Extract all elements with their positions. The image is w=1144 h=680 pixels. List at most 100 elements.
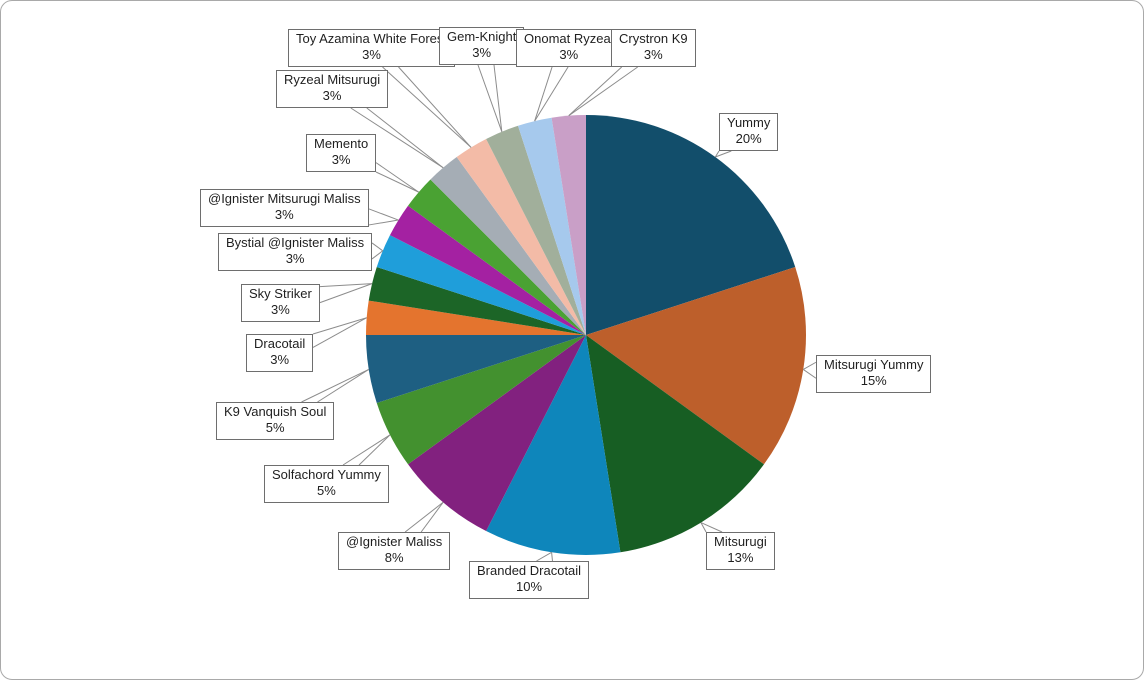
callout-leader-line: [803, 361, 817, 370]
pie-callout-solfachord-yummy: Solfachord Yummy 5%: [264, 465, 389, 503]
pie-callout-k9-vanquish-soul: K9 Vanquish Soul 5%: [216, 402, 335, 440]
pie-label-pct: 10%: [516, 579, 543, 594]
pie-callout-branded-dracotail: Branded Dracotail 10%: [469, 561, 590, 599]
pie-callout-onomat-ryzeal: Onomat Ryzeal 3%: [516, 29, 622, 67]
pie-label-name: Memento: [314, 136, 369, 151]
callout-leader-line: [342, 434, 391, 466]
pie-label-name: @Ignister Mitsurugi Maliss: [208, 191, 361, 206]
pie-slice-bystial-ignister-maliss: [376, 235, 586, 335]
callout-leader-line: [534, 66, 569, 122]
pie-label-name: Crystron K9: [619, 31, 688, 46]
pie-callout-toy-azamina-white-forest: Toy Azamina White Forest 3%: [288, 29, 455, 67]
pie-label-pct: 3%: [362, 47, 381, 62]
pie-label-pct: 20%: [735, 131, 762, 146]
pie-callout-mitsurugi: Mitsurugi 13%: [706, 532, 775, 570]
pie-label-pct: 3%: [472, 45, 492, 60]
pie-slice-yummy: [586, 115, 796, 335]
pie-label-pct: 3%: [331, 152, 351, 167]
pie-label-name: Mitsurugi: [714, 534, 767, 549]
pie-label-name: Bystial @Ignister Maliss: [226, 235, 365, 250]
callout-leader-line: [375, 162, 419, 193]
pie-label-pct: 13%: [727, 550, 754, 565]
callout-leader-line: [368, 219, 399, 226]
pie-label-pct: 3%: [322, 88, 342, 103]
pie-callout-ignister-maliss: @Ignister Maliss 8%: [338, 532, 451, 570]
callout-leader-line: [375, 171, 419, 193]
callout-leader-line: [568, 66, 623, 117]
callout-leader-line: [312, 317, 367, 335]
callout-leader-line: [420, 501, 444, 533]
callout-leader-line: [358, 434, 391, 466]
pie-label-pct: 15%: [860, 373, 887, 388]
pie-callout-yummy: Yummy 20%: [719, 113, 779, 151]
pie-slice-crystron-k9: [551, 115, 586, 335]
pie-label-name: Mitsurugi Yummy: [824, 357, 924, 372]
pie-slice-solfachord-yummy: [376, 335, 586, 465]
pie-slice-ignister-maliss: [408, 335, 586, 532]
pie-label-name: @Ignister Maliss: [346, 534, 443, 549]
callout-leader-line: [700, 522, 707, 533]
pie-slice-onomat-ryzeal: [518, 117, 586, 336]
callout-leader-line: [319, 283, 373, 304]
callout-leader-line: [371, 250, 384, 260]
callout-leader-line: [366, 107, 444, 169]
callout-leader-line: [803, 369, 817, 379]
callout-leader-line: [368, 208, 399, 221]
callout-leader-line: [715, 150, 732, 158]
pie-label-pct: 8%: [384, 550, 404, 565]
callout-leader-line: [319, 283, 373, 288]
callout-leader-line: [536, 551, 552, 562]
pie-label-name: Sky Striker: [249, 286, 312, 301]
pie-slice-dracotail: [366, 300, 586, 335]
callout-leader-line: [534, 66, 553, 122]
pie-label-pct: 3%: [270, 352, 290, 367]
pie-slice-gem-knight: [486, 125, 586, 336]
callout-leader-line: [493, 64, 503, 132]
callout-leader-line: [700, 522, 723, 533]
callout-leader-line: [551, 552, 553, 562]
pie-label-name: Solfachord Yummy: [272, 467, 381, 482]
callout-leader-line: [477, 64, 503, 132]
pie-callout-gem-knight: Gem-Knight 3%: [439, 27, 525, 65]
pie-label-name: Ryzeal Mitsurugi: [284, 72, 381, 87]
pie-label-pct: 3%: [285, 251, 305, 266]
pie-slice-toy-azamina-white-forest: [456, 138, 586, 335]
pie-slice-ryzeal-mitsurugi: [430, 157, 586, 335]
pie-slice-mitsurugi-yummy: [586, 267, 806, 465]
callout-leader-line: [317, 368, 369, 403]
pie-label-pct: 5%: [317, 483, 336, 498]
callout-leader-line: [398, 66, 472, 148]
pie-callout-ryzeal-mitsurugi: Ryzeal Mitsurugi 3%: [276, 70, 389, 108]
pie-label-pct: 3%: [271, 302, 290, 317]
pie-label-name: Yummy: [727, 115, 771, 130]
pie-callout-sky-striker: Sky Striker 3%: [241, 284, 320, 322]
pie-callout-mitsurugi-yummy: Mitsurugi Yummy 15%: [816, 355, 932, 393]
pie-label-pct: 3%: [274, 207, 294, 222]
pie-callout-crystron-k9: Crystron K9 3%: [611, 29, 696, 67]
pie-label-name: Branded Dracotail: [477, 563, 582, 578]
pie-label-name: K9 Vanquish Soul: [224, 404, 327, 419]
pie-slice-sky-striker: [368, 267, 586, 335]
pie-slice-branded-dracotail: [486, 335, 621, 555]
callout-leader-line: [312, 317, 367, 348]
pie-label-pct: 5%: [265, 420, 285, 435]
callout-leader-line: [404, 501, 444, 533]
callout-leader-line: [350, 107, 444, 169]
pie-slice-k9-vanquish-soul: [366, 335, 586, 403]
callout-leader-line: [382, 66, 472, 148]
pie-label-name: Onomat Ryzeal: [524, 31, 614, 46]
pie-slice-mitsurugi: [586, 335, 764, 553]
pie-label-pct: 3%: [559, 47, 579, 62]
pie-label-name: Toy Azamina White Forest: [296, 31, 447, 46]
pie-label-name: Dracotail: [254, 336, 306, 351]
pie-callout-memento: Memento 3%: [306, 134, 377, 172]
callout-leader-line: [371, 242, 384, 252]
callout-leader-line: [714, 150, 720, 158]
pie-label-name: Gem-Knight: [447, 29, 517, 44]
pie-label-pct: 3%: [643, 47, 663, 62]
callout-leader-line: [568, 66, 638, 117]
callout-leader-line: [301, 368, 369, 403]
pie-slice-memento: [408, 179, 586, 335]
